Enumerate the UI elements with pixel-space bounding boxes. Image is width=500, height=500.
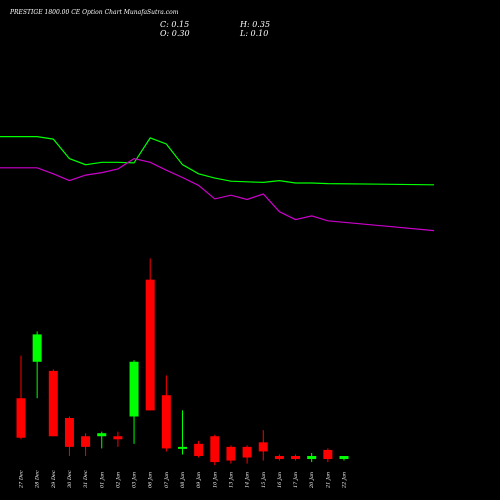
high-value: H: 0.35	[240, 20, 271, 29]
candle-body	[226, 446, 236, 461]
x-tick-label: 27 Dec	[19, 470, 25, 489]
x-tick-label: 22 Jan	[342, 472, 348, 489]
candle-body	[145, 279, 155, 411]
x-tick-label: 29 Dec	[51, 470, 57, 489]
candle-body	[323, 449, 333, 460]
candle-body	[97, 433, 107, 437]
x-tick-label: 10 Jan	[212, 472, 218, 488]
x-tick-label: 31 Dec	[83, 470, 89, 488]
candle-body	[210, 436, 220, 463]
indicator-line-1	[0, 136, 435, 186]
chart-title: PRESTIGE 1800.00 CE Option Chart MunafaS…	[10, 9, 179, 16]
x-tick-label: 02 Jan	[115, 472, 121, 488]
candle-body	[32, 334, 42, 362]
candle-body	[81, 436, 91, 447]
x-tick-label: 07 Jan	[164, 472, 170, 488]
x-tick-label: 16 Jan	[277, 472, 283, 488]
candle-body	[274, 456, 284, 460]
x-tick-label: 20 Jan	[309, 472, 315, 489]
x-tick-label: 13 Jan	[228, 472, 234, 488]
x-tick-label: 30 Dec	[67, 470, 73, 488]
candle-body	[194, 443, 204, 456]
candle-body	[113, 436, 123, 440]
x-tick-label: 03 Jan	[132, 472, 138, 488]
x-tick-label: 01 Jan	[99, 472, 105, 488]
x-tick-label: 15 Jan	[261, 472, 267, 488]
candle-body	[307, 456, 317, 460]
candle-body	[48, 370, 58, 437]
candle-body	[161, 395, 171, 449]
close-value: C: 0.15	[160, 20, 190, 29]
candle-body	[178, 446, 187, 449]
candle-body	[291, 456, 301, 460]
candle-body	[258, 442, 268, 452]
x-tick-label: 09 Jan	[196, 472, 202, 488]
x-tick-label: 14 Jan	[245, 472, 251, 488]
candle-body	[339, 456, 349, 460]
x-tick-label: 28 Dec	[35, 470, 41, 489]
low-value: L: 0.10	[240, 29, 269, 38]
candle-body	[129, 361, 139, 417]
x-tick-label: 21 Jan	[325, 472, 331, 489]
candle-body	[64, 418, 74, 447]
x-tick-label: 17 Jan	[293, 472, 299, 488]
candle-body	[16, 398, 26, 438]
open-value: O: 0.30	[160, 29, 190, 38]
candle-body	[242, 446, 252, 458]
indicator-line-2	[0, 157, 435, 232]
x-tick-label: 06 Jan	[148, 472, 154, 488]
x-tick-label: 08 Jan	[180, 472, 186, 488]
